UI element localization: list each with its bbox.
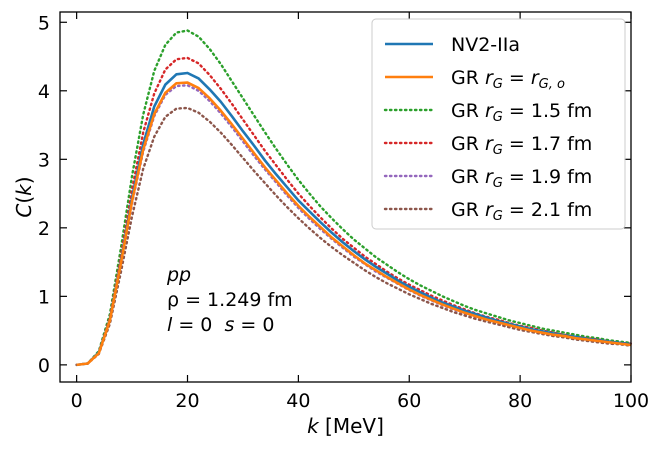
legend-label-0: NV2-IIa (451, 34, 520, 56)
x-axis-label: k [MeV] (307, 414, 384, 438)
legend-label-2: GR rG = 1.5 fm (451, 100, 592, 125)
y-axis-label: C(k) (12, 176, 36, 217)
x-tick-label: 80 (508, 390, 532, 412)
ticks-layer: 0 20 40 60 80 100 0 1 2 3 4 5 (38, 12, 649, 412)
annotation-system: pp (166, 264, 191, 286)
plot-area-frame (59, 11, 632, 383)
series-line-5 (75, 106, 633, 367)
x-tick-label: 40 (286, 390, 310, 412)
y-tick-label: 3 (38, 149, 50, 171)
series-line-1 (76, 81, 632, 367)
legend-label-3: GR rG = 1.7 fm (451, 133, 592, 158)
series-line-3 (75, 56, 633, 367)
x-tick-label: 60 (397, 390, 421, 412)
annotation-rho: ρ = 1.249 fm (167, 289, 293, 311)
y-tick-label: 2 (38, 218, 50, 240)
legend-label-5: GR rG = 2.1 fm (451, 199, 592, 224)
y-tick-label: 5 (38, 12, 50, 34)
series-line-2 (75, 29, 633, 367)
series-layer (75, 29, 633, 367)
legend: NV2-IIa GR rG = rG, o GR rG = 1.5 fm GR rG … (371, 18, 626, 230)
y-tick-label: 0 (38, 355, 50, 377)
legend-frame (371, 18, 626, 230)
annotation-quantum-numbers: l = 0 s = 0 (167, 314, 274, 336)
x-tick-label: 100 (613, 390, 649, 412)
y-tick-label: 4 (38, 81, 50, 103)
y-tick-label: 1 (38, 286, 50, 308)
x-tick-label: 0 (71, 390, 83, 412)
legend-label-4: GR rG = 1.9 fm (451, 166, 592, 191)
x-tick-label: 20 (175, 390, 199, 412)
annotation-block: pp ρ = 1.249 fm l = 0 s = 0 (166, 264, 293, 336)
legend-label-1: GR rG = rG, o (451, 67, 565, 92)
series-line-0 (76, 71, 632, 367)
